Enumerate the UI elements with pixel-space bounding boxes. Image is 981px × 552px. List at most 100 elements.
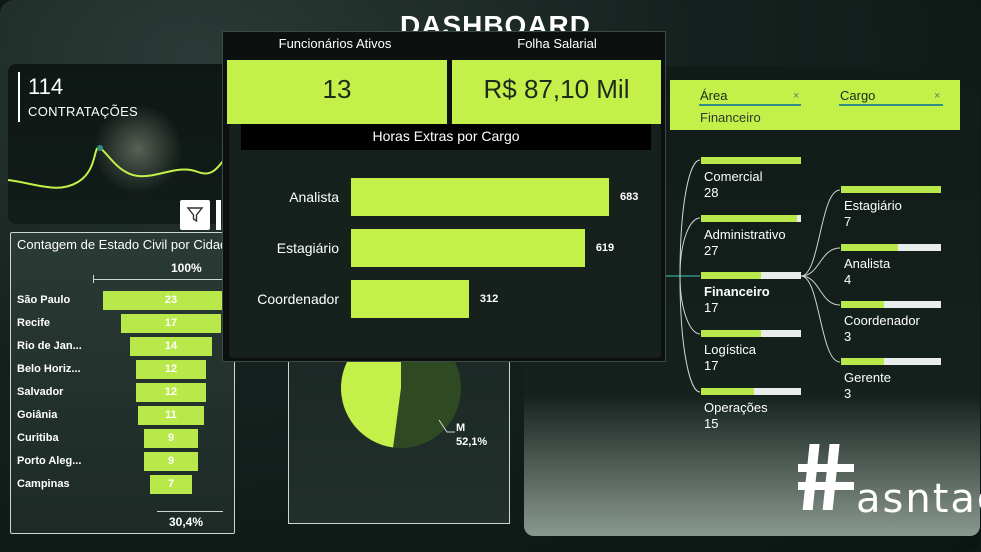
overtime-chart-title: Horas Extras por Cargo [241,124,651,150]
funnel-title: Contagem de Estado Civil por Cidade [17,237,227,252]
slicer-area-value[interactable]: Financeiro [700,110,761,125]
bar [351,280,469,318]
funnel-row[interactable]: Porto Aleg... 9 [11,452,236,472]
tree-node-count: 4 [844,272,852,287]
tree-node-bar [701,330,801,337]
gender-pie-chart[interactable] [289,350,511,524]
tree-node-count: 27 [704,243,719,258]
pie-slice-m[interactable] [393,350,461,448]
pie-label-m-pct: 52,1% [456,436,488,448]
funnel-row[interactable]: Rio de Jan... 14 [11,337,236,357]
bar-value-label: 619 [595,242,615,254]
tree-node-label: Administrativo [704,227,786,242]
funnel-bar[interactable] [144,429,198,448]
tree-node-bar [841,358,941,365]
slicer-cargo-clear-icon[interactable]: × [934,90,941,102]
page-title: DASHBOARD RH [400,10,591,32]
funnel-value: 9 [167,432,175,444]
tree-node-count: 28 [704,185,719,200]
tree-node-bar-fill [701,330,761,337]
slicer-area-label: Área [700,88,728,103]
slicer-area-underline [699,104,801,106]
funnel-tick [93,275,94,283]
funnel-value: 7 [167,478,175,490]
tree-node-bar-fill [841,186,941,193]
active-employees-value: 13 [322,74,352,104]
funnel-bottom-line [157,511,223,512]
funnel-row[interactable]: Curitiba 9 [11,429,236,449]
gender-pie-panel[interactable]: M 52,1% [288,350,510,524]
bar-category-label: Analista [289,189,339,205]
kpi-glow [93,104,183,194]
logo-text: asntag [856,476,981,522]
funnel-city-label: Salvador [17,386,64,398]
bar-value-label: 683 [620,191,639,203]
tree-node-label: Analista [844,256,891,271]
slicer-cargo-label: Cargo [840,88,876,103]
overtime-chart: Horas Extras por Cargo Analista 683 Estagi… [229,124,661,358]
funnel-city-label: Recife [17,317,51,329]
active-employees-card: 13 [227,60,447,124]
funnel-chart-panel[interactable]: Contagem de Estado Civil por Cidade 100%… [10,232,239,534]
slicer-cargo-underline [839,104,943,106]
funnel-value: 9 [167,455,175,467]
funnel-bar[interactable] [129,337,213,356]
funnel-bar[interactable] [135,383,207,402]
tree-node-bar-fill [841,301,884,308]
tree-node-bar [701,388,801,395]
funnel-row[interactable]: Salvador 12 [11,383,236,403]
funnel-row[interactable]: São Paulo 23 [11,291,239,311]
slicer-area-clear-icon[interactable]: × [793,90,800,102]
funnel-value: 17 [164,317,178,329]
funnel-row[interactable]: Goiânia 11 [11,406,236,426]
bar-value-label: 312 [479,293,499,305]
payroll-card: R$ 87,10 Mil [452,60,661,124]
funnel-row[interactable]: Recife 17 [11,314,236,334]
funnel-row[interactable]: Belo Horiz... 12 [11,360,236,380]
tree-node-count: 17 [704,358,719,373]
funnel-value: 11 [165,409,177,421]
funnel-row[interactable]: Campinas 7 [11,475,236,495]
funnel-city-label: Goiânia [17,409,58,421]
tree-node-bar [841,301,941,308]
pie-slice-f[interactable] [341,350,401,448]
tree-node-label: Operações [704,400,768,415]
funnel-bar[interactable] [150,475,192,494]
tree-node-count: 3 [844,386,852,401]
tree-node-bar [701,157,801,164]
focus-mode-icon[interactable] [216,200,221,230]
tree-node-bar-fill [701,215,797,222]
hashtag-logo-icon [798,444,854,510]
kpi-contratacoes-card[interactable]: 114 CONTRATAÇÕES [8,64,233,224]
pie-leader-line [438,419,455,433]
funnel-bar[interactable] [144,452,198,471]
funnel-bar[interactable] [103,291,239,310]
active-employees-label: Funcionários Ativos [278,36,392,51]
tree-node-bar [701,215,801,222]
funnel-value: 23 [164,294,178,306]
tree-node-bar-fill [701,272,761,279]
funnel-bar[interactable] [120,314,222,333]
tree-node-label: Logística [704,342,757,357]
funnel-city-label: Porto Aleg... [17,455,82,467]
tree-node-label: Estagiário [844,198,902,213]
tree-node-bar [841,244,941,251]
payroll-value: R$ 87,10 Mil [483,74,630,104]
tree-node-bar-fill [841,358,884,365]
funnel-value: 12 [164,386,178,398]
filter-icon[interactable] [180,200,210,230]
bar-category-label: Coordenador [257,291,339,307]
tree-node-label: Gerente [844,370,891,385]
tree-node-label: Financeiro [704,284,770,299]
funnel-bottom-percent: 30,4% [169,515,204,529]
funnel-value: 14 [164,340,178,352]
kpi-accent-bar [18,72,20,122]
tree-node-label: Coordenador [844,313,920,328]
funnel-bar[interactable] [135,360,207,379]
funnel-bar[interactable] [138,406,204,425]
funnel-city-label: Rio de Jan... [17,340,82,352]
tree-node-bar-fill [701,157,801,164]
bar [351,229,585,267]
funnel-top-percent: 100% [171,261,202,275]
tree-node-label: Comercial [704,169,763,184]
